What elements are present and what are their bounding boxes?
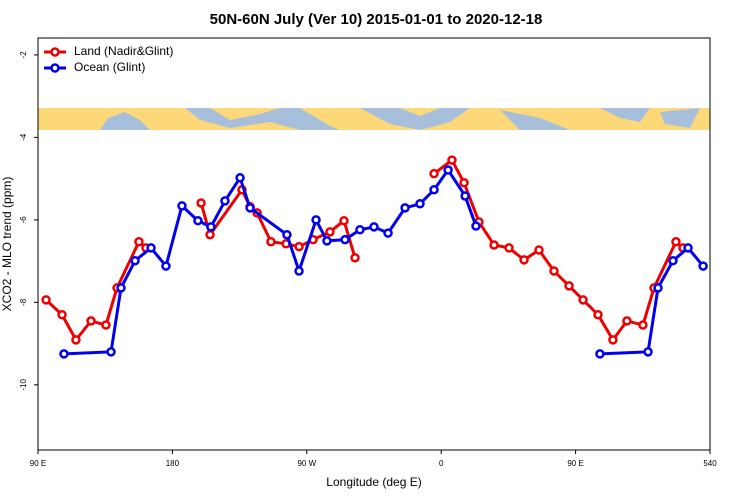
data-point <box>340 234 350 245</box>
data-point <box>369 222 379 232</box>
data-point <box>57 309 67 320</box>
data-point <box>245 203 255 213</box>
data-point <box>415 199 425 209</box>
data-point <box>643 347 653 357</box>
y-tick-label: -2 <box>19 51 28 59</box>
data-point <box>322 236 332 246</box>
data-point <box>350 253 360 263</box>
legend-marker <box>50 63 60 73</box>
data-point <box>134 236 144 247</box>
data-point <box>622 316 632 326</box>
data-point <box>177 201 187 211</box>
data-point <box>653 283 663 293</box>
data-point <box>593 309 603 320</box>
data-point <box>534 245 544 255</box>
data-point <box>325 227 335 237</box>
data-point <box>311 215 321 225</box>
chart-title: 50N-60N July (Ver 10) 2015-01-01 to 2020… <box>210 11 543 28</box>
data-point <box>116 283 126 293</box>
data-point <box>294 241 304 252</box>
data-point <box>549 266 559 276</box>
data-point <box>383 228 393 238</box>
data-point <box>146 243 156 253</box>
data-point <box>196 198 206 208</box>
legend-label: Ocean (Glint) <box>74 60 145 74</box>
data-point <box>235 173 245 183</box>
data-point <box>471 221 481 231</box>
data-point <box>608 335 618 345</box>
data-point <box>59 349 69 359</box>
x-tick-label: 90 E <box>567 459 583 468</box>
data-point <box>519 255 529 265</box>
data-point <box>429 185 439 195</box>
legend-label: Land (Nadir&Glint) <box>74 44 173 58</box>
data-point <box>193 215 203 226</box>
data-point <box>489 240 499 250</box>
y-tick-label: -6 <box>19 216 28 224</box>
data-point <box>220 196 230 206</box>
y-tick-label: -10 <box>19 379 28 391</box>
data-point <box>698 261 708 271</box>
data-point <box>668 255 678 266</box>
data-point <box>206 222 216 232</box>
series-line <box>45 239 147 343</box>
x-axis-label: Longitude (deg E) <box>326 475 421 489</box>
series-line <box>433 157 684 343</box>
data-point <box>294 266 304 276</box>
data-point <box>355 225 365 235</box>
data-point <box>41 295 51 305</box>
data-point <box>400 203 410 213</box>
series-line <box>63 167 478 356</box>
data-point <box>266 236 276 247</box>
data-point <box>504 243 514 253</box>
legend-marker <box>50 47 60 57</box>
data-point <box>101 320 111 330</box>
x-tick-label: 0 <box>439 459 444 468</box>
data-point <box>671 236 681 247</box>
x-tick-label: 90 E <box>30 459 46 468</box>
plot-frame <box>37 37 711 451</box>
data-point <box>460 191 470 201</box>
data-point <box>459 178 469 188</box>
map-strip <box>38 108 710 130</box>
data-point <box>429 168 439 179</box>
data-point <box>71 335 81 345</box>
data-point <box>130 255 140 266</box>
x-tick-label: 180 <box>166 459 180 468</box>
data-point <box>205 229 215 240</box>
data-point <box>106 347 116 357</box>
data-point <box>86 316 96 326</box>
data-point <box>339 215 349 226</box>
data-point <box>638 320 648 330</box>
y-tick-label: -8 <box>19 298 28 306</box>
data-point <box>578 295 588 305</box>
data-point <box>447 155 457 165</box>
data-point <box>683 243 693 253</box>
data-point <box>161 261 171 271</box>
x-tick-label: 540 <box>703 459 717 468</box>
y-tick-label: -4 <box>19 133 28 141</box>
data-point <box>443 165 453 175</box>
x-tick-label: 90 W <box>297 459 316 468</box>
data-point <box>282 229 292 240</box>
y-axis-label: XCO2 - MLO trend (ppm) <box>0 177 14 312</box>
data-point <box>564 281 574 291</box>
data-point <box>595 349 605 359</box>
